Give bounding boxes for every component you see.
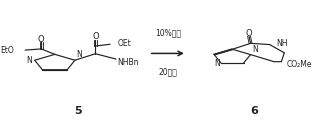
Text: O: O xyxy=(246,29,252,38)
Text: 10%钯碳: 10%钯碳 xyxy=(155,29,181,38)
Text: NHBn: NHBn xyxy=(117,58,139,67)
Text: N: N xyxy=(214,59,220,68)
Text: 5: 5 xyxy=(74,106,82,116)
Text: CO₂Me: CO₂Me xyxy=(287,60,312,69)
Text: N: N xyxy=(26,56,32,65)
Text: O: O xyxy=(38,35,45,44)
Text: 6: 6 xyxy=(250,106,258,116)
Text: 20小时: 20小时 xyxy=(158,68,177,77)
Text: OEt: OEt xyxy=(117,39,131,48)
Text: EtO: EtO xyxy=(0,46,14,55)
Text: N: N xyxy=(252,45,258,54)
Text: N: N xyxy=(77,50,82,59)
Text: NH: NH xyxy=(276,39,287,48)
Text: O: O xyxy=(92,32,99,41)
